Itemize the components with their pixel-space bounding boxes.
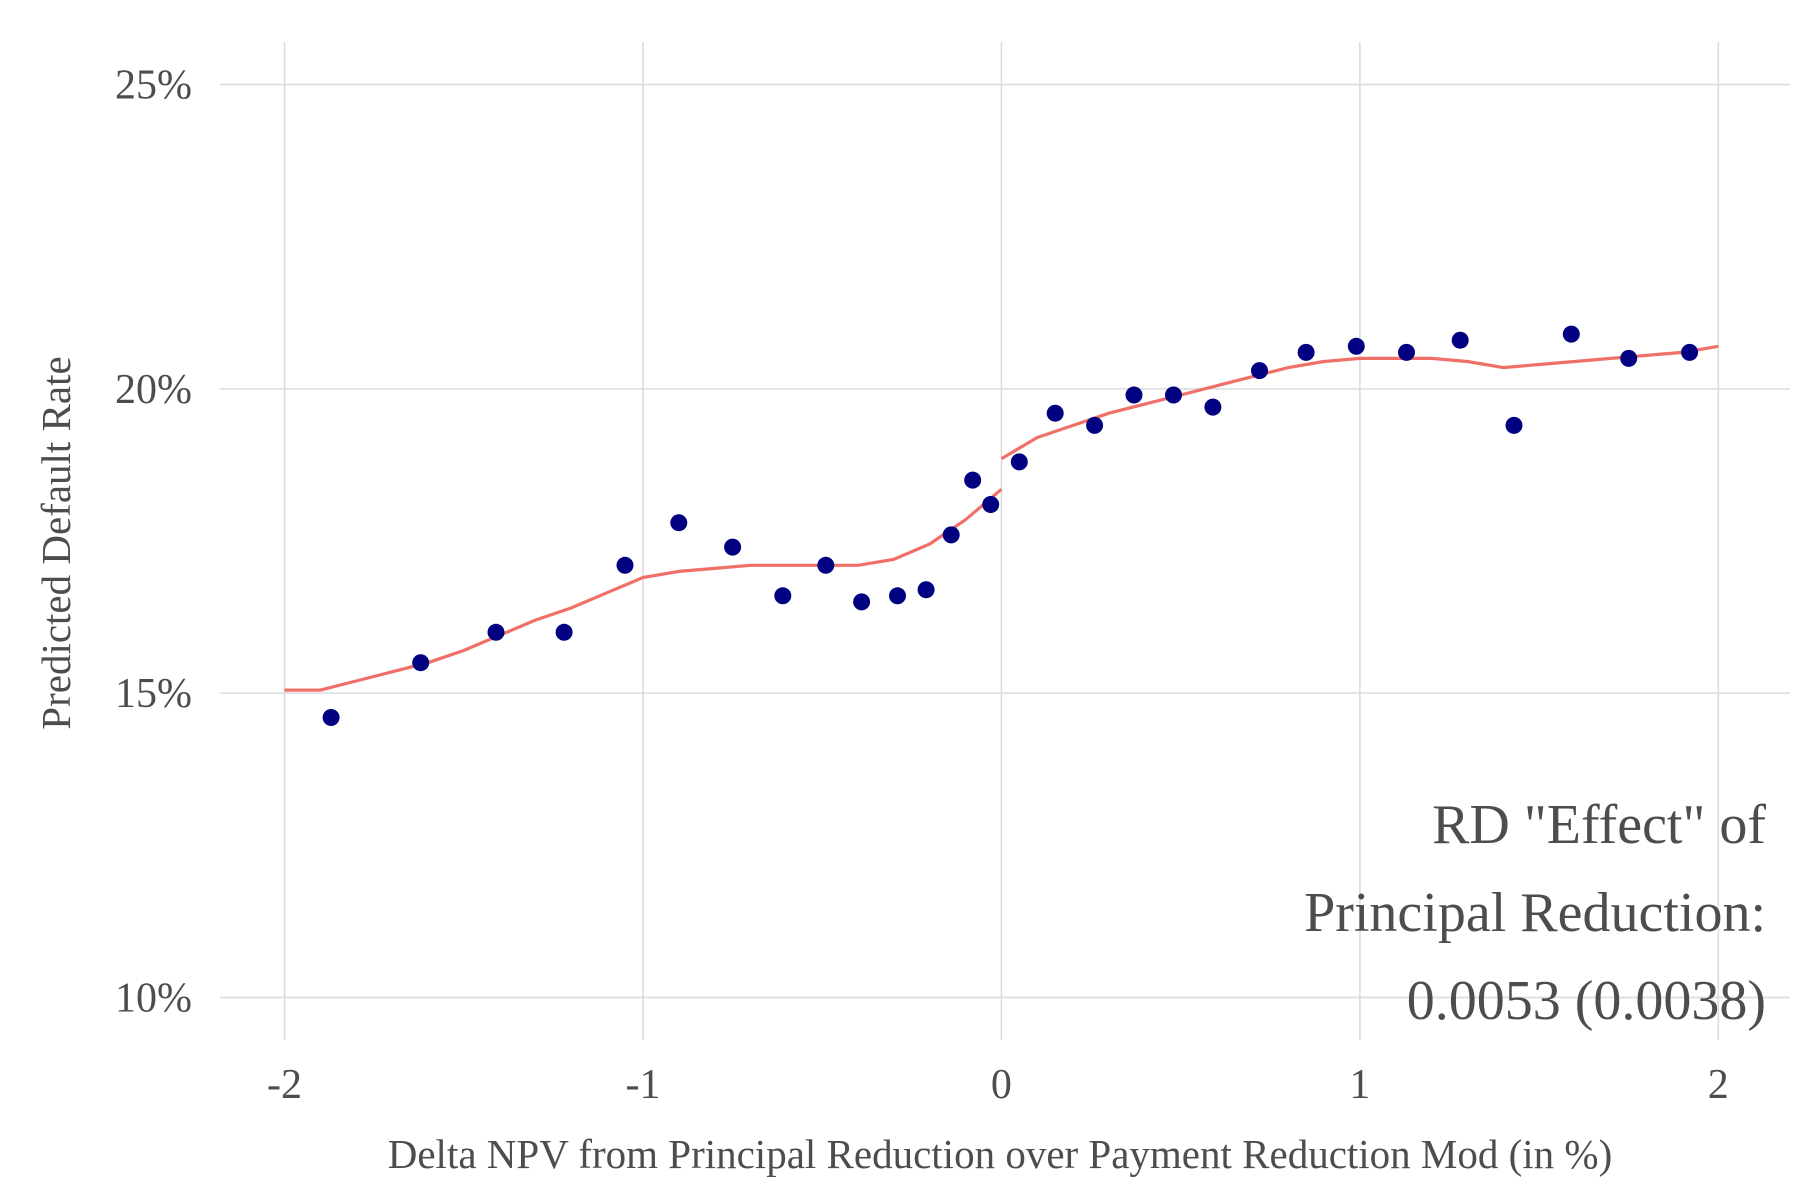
data-point bbox=[1398, 343, 1415, 361]
data-point bbox=[964, 471, 982, 489]
data-point bbox=[1681, 343, 1699, 361]
data-point bbox=[774, 587, 792, 605]
data-point bbox=[982, 496, 1000, 513]
data-points bbox=[322, 325, 1699, 726]
data-point bbox=[1451, 331, 1469, 349]
rd-effect-annotation: RD "Effect" of Principal Reduction: 0.00… bbox=[1304, 794, 1766, 1032]
data-point bbox=[817, 556, 835, 574]
data-point bbox=[1125, 386, 1143, 404]
data-point bbox=[1347, 337, 1365, 355]
x-tick-labels: -2 -1 0 1 2 bbox=[267, 1062, 1729, 1108]
y-tick-label: 15% bbox=[115, 671, 192, 717]
x-axis-title: Delta NPV from Principal Reduction over … bbox=[388, 1131, 1612, 1177]
data-point bbox=[1251, 362, 1268, 380]
data-point bbox=[322, 709, 340, 726]
data-point bbox=[889, 587, 906, 605]
y-tick-label: 10% bbox=[115, 975, 192, 1021]
data-point bbox=[1297, 343, 1315, 361]
x-tick-label: 0 bbox=[991, 1062, 1012, 1108]
annotation-line-2: Principal Reduction: bbox=[1304, 882, 1766, 944]
x-gridlines bbox=[283, 42, 1720, 1040]
data-point bbox=[1165, 386, 1182, 404]
data-point bbox=[670, 514, 688, 532]
data-point bbox=[487, 623, 505, 641]
data-point bbox=[412, 654, 430, 672]
data-point bbox=[1562, 325, 1580, 343]
data-point bbox=[1086, 416, 1104, 434]
fit-lines bbox=[284, 344, 1719, 692]
data-point bbox=[1046, 404, 1064, 422]
data-point bbox=[1505, 416, 1523, 434]
fit-line-right bbox=[1000, 344, 1719, 461]
annotation-line-1: RD "Effect" of bbox=[1432, 794, 1766, 856]
data-point bbox=[942, 526, 960, 544]
y-gridlines bbox=[220, 83, 1790, 999]
x-tick-label: 1 bbox=[1349, 1062, 1370, 1108]
annotation-line-3: 0.0053 (0.0038) bbox=[1407, 970, 1766, 1032]
data-point bbox=[853, 593, 871, 611]
data-point bbox=[724, 538, 742, 556]
x-tick-label: -1 bbox=[625, 1062, 660, 1108]
fit-line-left bbox=[284, 488, 1003, 692]
y-tick-label: 20% bbox=[115, 367, 192, 413]
y-tick-label: 25% bbox=[115, 63, 192, 109]
data-point bbox=[1620, 349, 1638, 367]
data-point bbox=[1204, 398, 1222, 416]
y-axis-title: Predicted Default Rate bbox=[33, 356, 79, 729]
data-point bbox=[917, 581, 935, 599]
data-point bbox=[616, 556, 634, 574]
y-tick-labels: 10% 15% 20% 25% bbox=[115, 63, 192, 1022]
x-tick-label: 2 bbox=[1708, 1062, 1729, 1108]
x-tick-label: -2 bbox=[267, 1062, 302, 1108]
data-point bbox=[555, 623, 573, 641]
data-point bbox=[1010, 453, 1028, 471]
